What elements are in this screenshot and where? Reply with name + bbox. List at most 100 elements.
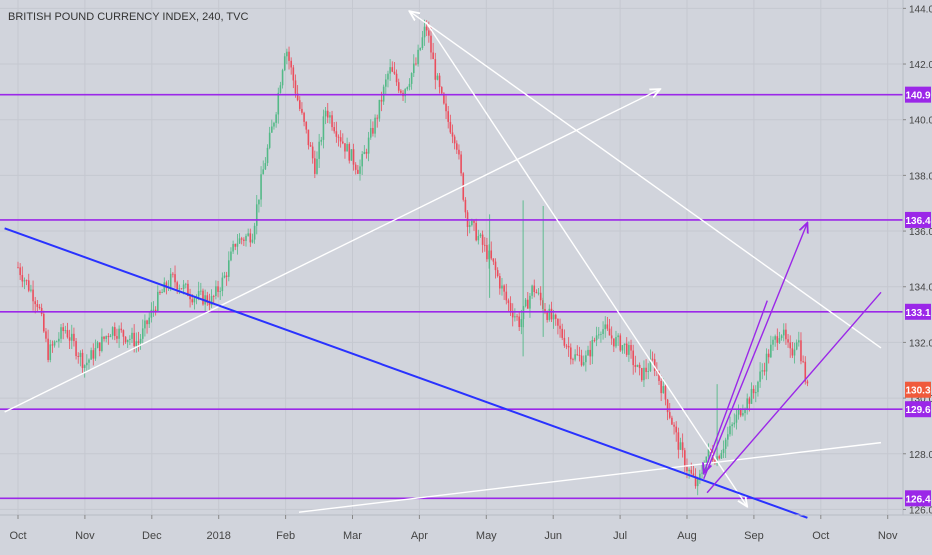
candle-body [238,238,241,244]
y-tick-label: 136.0 [909,227,932,238]
candle-body [638,364,641,369]
candle-body [567,345,570,348]
candle-body [311,146,314,159]
candle-body [410,73,413,84]
y-tick-label: 142.0 [909,60,932,71]
candle-body [438,75,441,88]
candle-body [271,126,273,133]
trend-line[interactable] [703,223,808,480]
candle-body [754,392,757,394]
candle-body [501,285,503,289]
candle-body [294,80,297,94]
candle-body [365,151,368,154]
candle-body [141,328,144,339]
candle-body [770,344,772,358]
candle-body [374,117,376,134]
candle-body [763,370,766,372]
candle-body [587,349,589,356]
candle-body [116,336,118,339]
trend-line[interactable] [704,300,768,474]
candle-body [219,291,221,292]
candle-body [419,48,422,50]
candle-body [221,277,224,292]
candle-body [742,413,744,416]
candle-body [137,341,140,343]
candle-body [77,356,80,358]
candle-body [591,340,594,357]
candle-body [23,280,26,282]
candle-body [744,409,746,414]
candle-body [516,316,518,318]
candle-body [301,108,303,113]
x-tick-label: Jul [613,530,627,542]
candle-body [451,132,454,137]
trend-line[interactable] [425,21,747,506]
candle-body [36,304,39,307]
candle-body [342,141,344,144]
candle-body [359,166,361,174]
candle-body [518,316,520,327]
candle-body [264,163,267,170]
candle-body [765,353,768,372]
candle-body [520,319,523,327]
price-axis[interactable]: 144.0 142.0 140.0 138.0 136.0 134.0 132.0 130.0… [903,4,932,516]
candle-body [720,452,723,459]
candle-body [757,381,759,393]
candle-body [701,472,703,474]
candle-body [309,145,312,147]
candle-body [496,270,499,277]
candle-body [653,359,656,371]
candle-body [73,333,75,342]
candle-body [509,303,512,311]
candle-body [268,132,271,148]
candle-body [475,222,477,241]
y-tick-label: 140.0 [909,116,932,127]
candle-body [135,341,138,347]
candle-body [191,299,194,303]
horizontal-levels [0,93,903,500]
candle-body [699,473,701,479]
candle-body [335,131,338,137]
candle-body [780,335,783,339]
candle-body [793,349,796,356]
candle-body [45,331,47,339]
trend-line[interactable] [4,227,808,519]
candle-body [408,83,411,88]
candle-body [81,352,84,368]
candle-body [255,204,258,226]
x-tick-label: Dec [142,530,162,542]
candle-body [761,370,764,372]
candle-body [565,345,568,347]
candle-body [178,288,181,290]
candle-body [55,341,58,343]
trend-line[interactable] [706,291,882,494]
candle-body [210,296,213,306]
candle-body [430,35,432,53]
candle-body [159,291,161,294]
candle-body [785,329,787,340]
candle-body [357,169,359,174]
candle-body [563,337,566,346]
candle-body [666,399,669,413]
candle-body [651,358,654,360]
candle-body [303,112,305,122]
trend-line[interactable] [4,89,661,413]
trend-line[interactable] [409,11,882,349]
time-axis[interactable]: Oct Nov Dec 2018 Feb Mar Apr May Jun Jul Aug Sep Oct… [9,515,898,542]
candle-body [488,250,490,260]
candle-body [696,478,699,487]
candle-body [681,442,684,451]
candle-body [440,87,443,94]
candle-body [249,233,252,243]
candle-body [64,330,67,332]
candle-body [25,280,28,282]
x-tick-label: Jun [544,530,562,542]
candle-body [675,426,678,433]
candle-body [576,354,579,356]
trend-line[interactable] [298,441,882,513]
candle-body [109,335,112,338]
candle-body [677,432,680,450]
candle-body [281,70,284,86]
